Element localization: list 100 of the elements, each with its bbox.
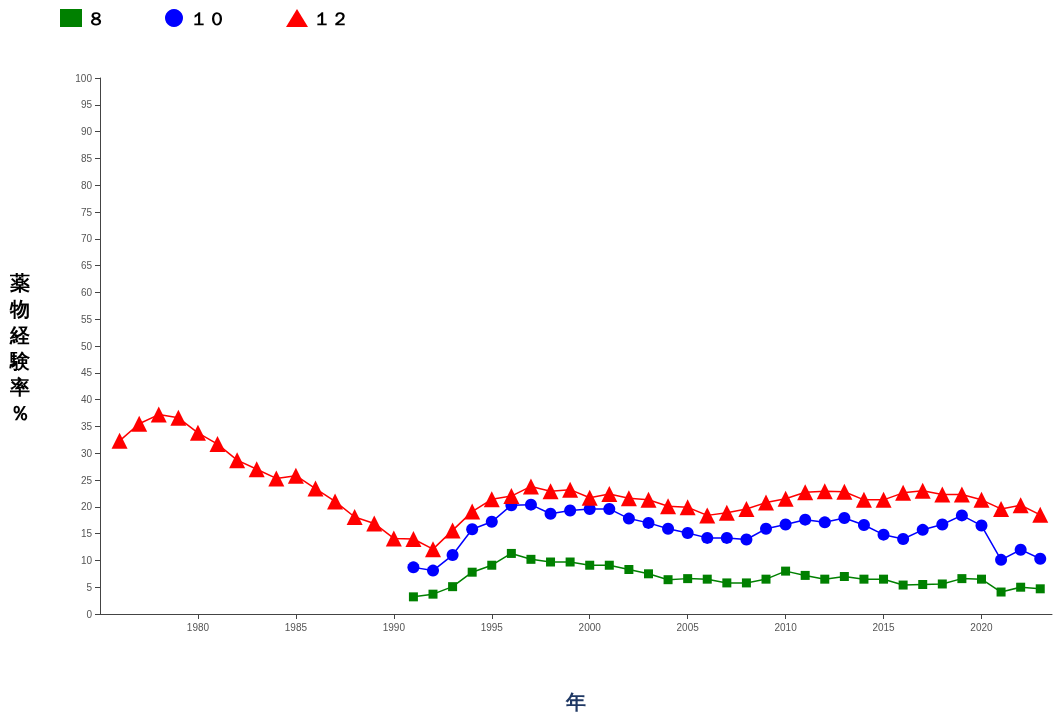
- point: [1016, 582, 1026, 592]
- point: [427, 564, 439, 577]
- point: [562, 481, 579, 498]
- point: [131, 415, 148, 432]
- point: [918, 580, 928, 590]
- point: [564, 504, 577, 517]
- point: [366, 515, 383, 532]
- point: [683, 574, 693, 584]
- point: [722, 578, 732, 588]
- y-tick-label: 90: [80, 126, 93, 138]
- y-tick-label: 85: [80, 152, 93, 164]
- point: [485, 515, 498, 528]
- x-tick-label: 1995: [480, 621, 504, 633]
- point: [681, 527, 694, 540]
- point: [898, 580, 908, 590]
- point: [993, 500, 1010, 517]
- y-axis-title: 薬物経験率％: [9, 271, 31, 425]
- legend-label: １０: [190, 7, 226, 29]
- point: [701, 531, 714, 544]
- point: [855, 491, 872, 508]
- x-tick-label: 2005: [676, 621, 700, 633]
- point: [405, 530, 422, 547]
- point: [624, 565, 634, 575]
- point: [818, 516, 831, 529]
- legend-label: ８: [87, 7, 105, 29]
- point: [428, 589, 438, 599]
- point: [1032, 506, 1049, 523]
- point: [914, 482, 931, 499]
- point: [916, 523, 929, 536]
- point: [996, 587, 1006, 597]
- point: [307, 480, 324, 497]
- point: [895, 484, 912, 501]
- point: [408, 592, 418, 602]
- point: [407, 561, 420, 574]
- point: [524, 498, 537, 511]
- point: [702, 574, 712, 584]
- point: [446, 549, 459, 562]
- x-tick-label: 1985: [284, 621, 308, 633]
- point: [464, 503, 481, 520]
- point: [170, 409, 187, 426]
- point: [857, 519, 870, 532]
- point: [816, 483, 833, 500]
- y-tick-label: 95: [80, 99, 93, 111]
- point: [836, 483, 853, 500]
- legend-label: １２: [313, 7, 349, 29]
- point: [287, 467, 304, 484]
- point: [483, 491, 500, 508]
- point: [877, 528, 890, 541]
- point: [973, 491, 990, 508]
- point: [760, 522, 773, 535]
- point: [603, 502, 616, 515]
- point: [150, 406, 167, 423]
- point: [738, 500, 755, 517]
- point: [720, 531, 733, 544]
- point: [897, 532, 910, 545]
- point: [879, 574, 889, 584]
- y-tick-label: 75: [80, 206, 93, 218]
- point: [487, 560, 497, 570]
- point: [937, 579, 947, 589]
- point: [699, 507, 716, 524]
- point: [740, 533, 753, 546]
- x-tick-label: 1980: [186, 621, 210, 633]
- point: [875, 491, 892, 508]
- point: [1014, 543, 1027, 556]
- point: [565, 557, 575, 567]
- point: [820, 574, 830, 584]
- point: [503, 488, 520, 505]
- y-tick-label: 25: [80, 474, 93, 486]
- point: [953, 486, 970, 503]
- x-tick-label: 2020: [970, 621, 994, 633]
- y-tick-label: 60: [80, 286, 93, 298]
- point: [741, 578, 751, 588]
- point: [1034, 552, 1047, 565]
- y-tick-label: 0: [86, 608, 93, 620]
- x-tick-label: 2015: [872, 621, 896, 633]
- point: [957, 574, 967, 584]
- y-tick-label: 70: [80, 233, 93, 245]
- point: [327, 493, 344, 510]
- point: [663, 575, 673, 585]
- y-tick-label: 20: [80, 501, 93, 513]
- y-tick-label: 35: [80, 420, 93, 432]
- point: [758, 494, 775, 511]
- point: [976, 574, 986, 584]
- point: [995, 553, 1008, 566]
- point: [209, 436, 226, 453]
- point: [779, 518, 792, 531]
- y-tick-label: 15: [80, 528, 93, 540]
- x-tick-label: 2010: [774, 621, 798, 633]
- point: [448, 582, 458, 592]
- point: [444, 522, 461, 539]
- x-tick-label: 1990: [382, 621, 406, 633]
- point: [761, 574, 771, 584]
- point: [797, 484, 814, 501]
- point: [546, 557, 556, 567]
- point: [642, 516, 655, 529]
- y-tick-label: 55: [80, 313, 93, 325]
- point: [581, 489, 598, 506]
- point: [229, 452, 246, 469]
- point: [248, 461, 265, 478]
- y-tick-label: 40: [80, 394, 93, 406]
